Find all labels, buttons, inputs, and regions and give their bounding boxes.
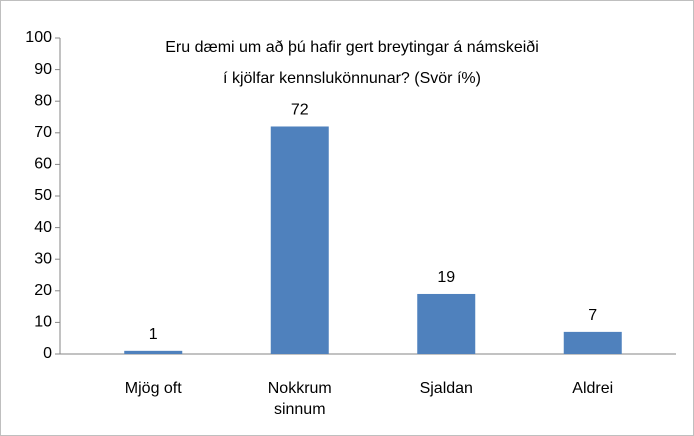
bar [270,126,329,354]
y-tick-label: 50 [34,187,52,204]
x-tick-label: Aldrei [572,380,614,397]
chart-title: í kjölfar kennslukönnunar? (Svör í%) [223,70,481,87]
data-label: 1 [149,326,158,343]
y-tick-label: 30 [34,250,52,267]
y-tick-label: 90 [34,61,52,78]
x-tick-label: Nokkrum sinnum [267,380,332,418]
y-tick-label: 0 [43,345,52,362]
y-tick-label: 100 [25,29,52,46]
data-label: 72 [291,102,309,119]
bar [417,293,476,354]
y-tick-label: 70 [34,124,52,141]
data-label: 7 [588,307,597,324]
y-tick-label: 40 [34,219,52,236]
bar [124,350,183,354]
x-tick-label: Sjaldan [419,380,473,397]
data-label: 19 [437,269,455,286]
y-tick-label: 20 [34,282,52,299]
y-tick-label: 80 [34,92,52,109]
y-tick-label: 60 [34,156,52,173]
bar [563,331,622,354]
y-tick-label: 10 [34,314,52,331]
chart-title: Eru dæmi um að þú hafir gert breytingar … [165,39,539,56]
x-tick-label: Mjög oft [124,380,182,397]
